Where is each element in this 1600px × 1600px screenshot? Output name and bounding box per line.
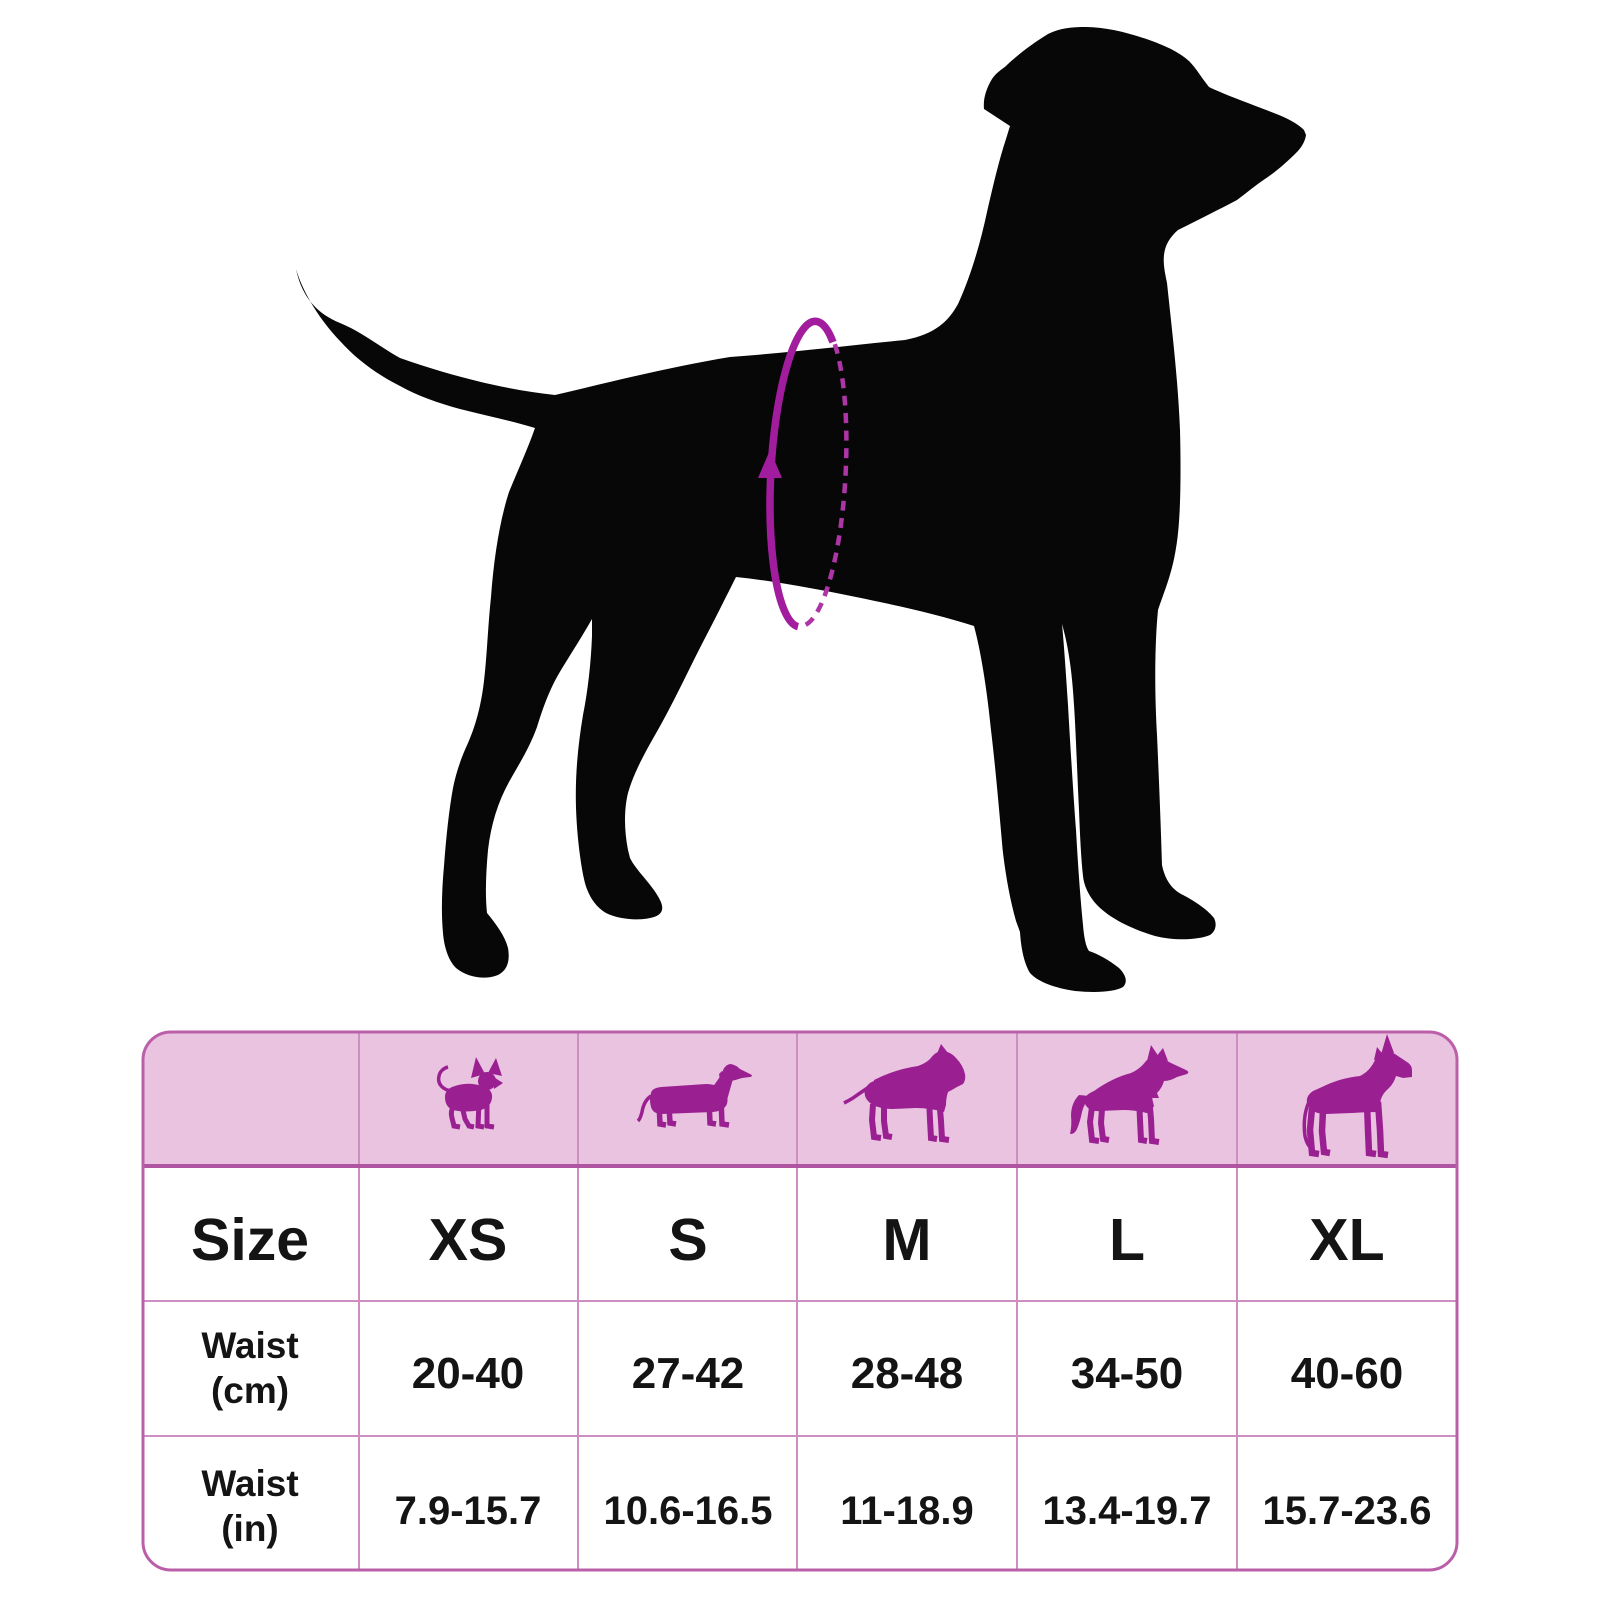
svg-text:10.6-16.5: 10.6-16.5 [603, 1489, 772, 1533]
svg-text:S: S [668, 1207, 707, 1273]
svg-text:40-60: 40-60 [1291, 1349, 1404, 1398]
svg-text:7.9-15.7: 7.9-15.7 [395, 1489, 542, 1533]
svg-text:13.4-19.7: 13.4-19.7 [1042, 1489, 1211, 1533]
svg-text:Waist: Waist [201, 1463, 298, 1504]
svg-text:XL: XL [1309, 1207, 1384, 1273]
svg-text:20-40: 20-40 [412, 1349, 525, 1398]
svg-text:Waist: Waist [201, 1325, 298, 1366]
svg-text:(cm): (cm) [211, 1370, 289, 1411]
svg-text:M: M [882, 1207, 931, 1273]
svg-text:34-50: 34-50 [1071, 1349, 1184, 1398]
svg-text:(in): (in) [221, 1508, 279, 1549]
svg-text:28-48: 28-48 [851, 1349, 964, 1398]
svg-text:27-42: 27-42 [632, 1349, 745, 1398]
svg-text:11-18.9: 11-18.9 [840, 1489, 973, 1533]
svg-text:XS: XS [429, 1207, 508, 1273]
svg-text:15.7-23.6: 15.7-23.6 [1262, 1489, 1431, 1533]
svg-text:Size: Size [191, 1207, 309, 1273]
svg-text:L: L [1109, 1207, 1145, 1273]
